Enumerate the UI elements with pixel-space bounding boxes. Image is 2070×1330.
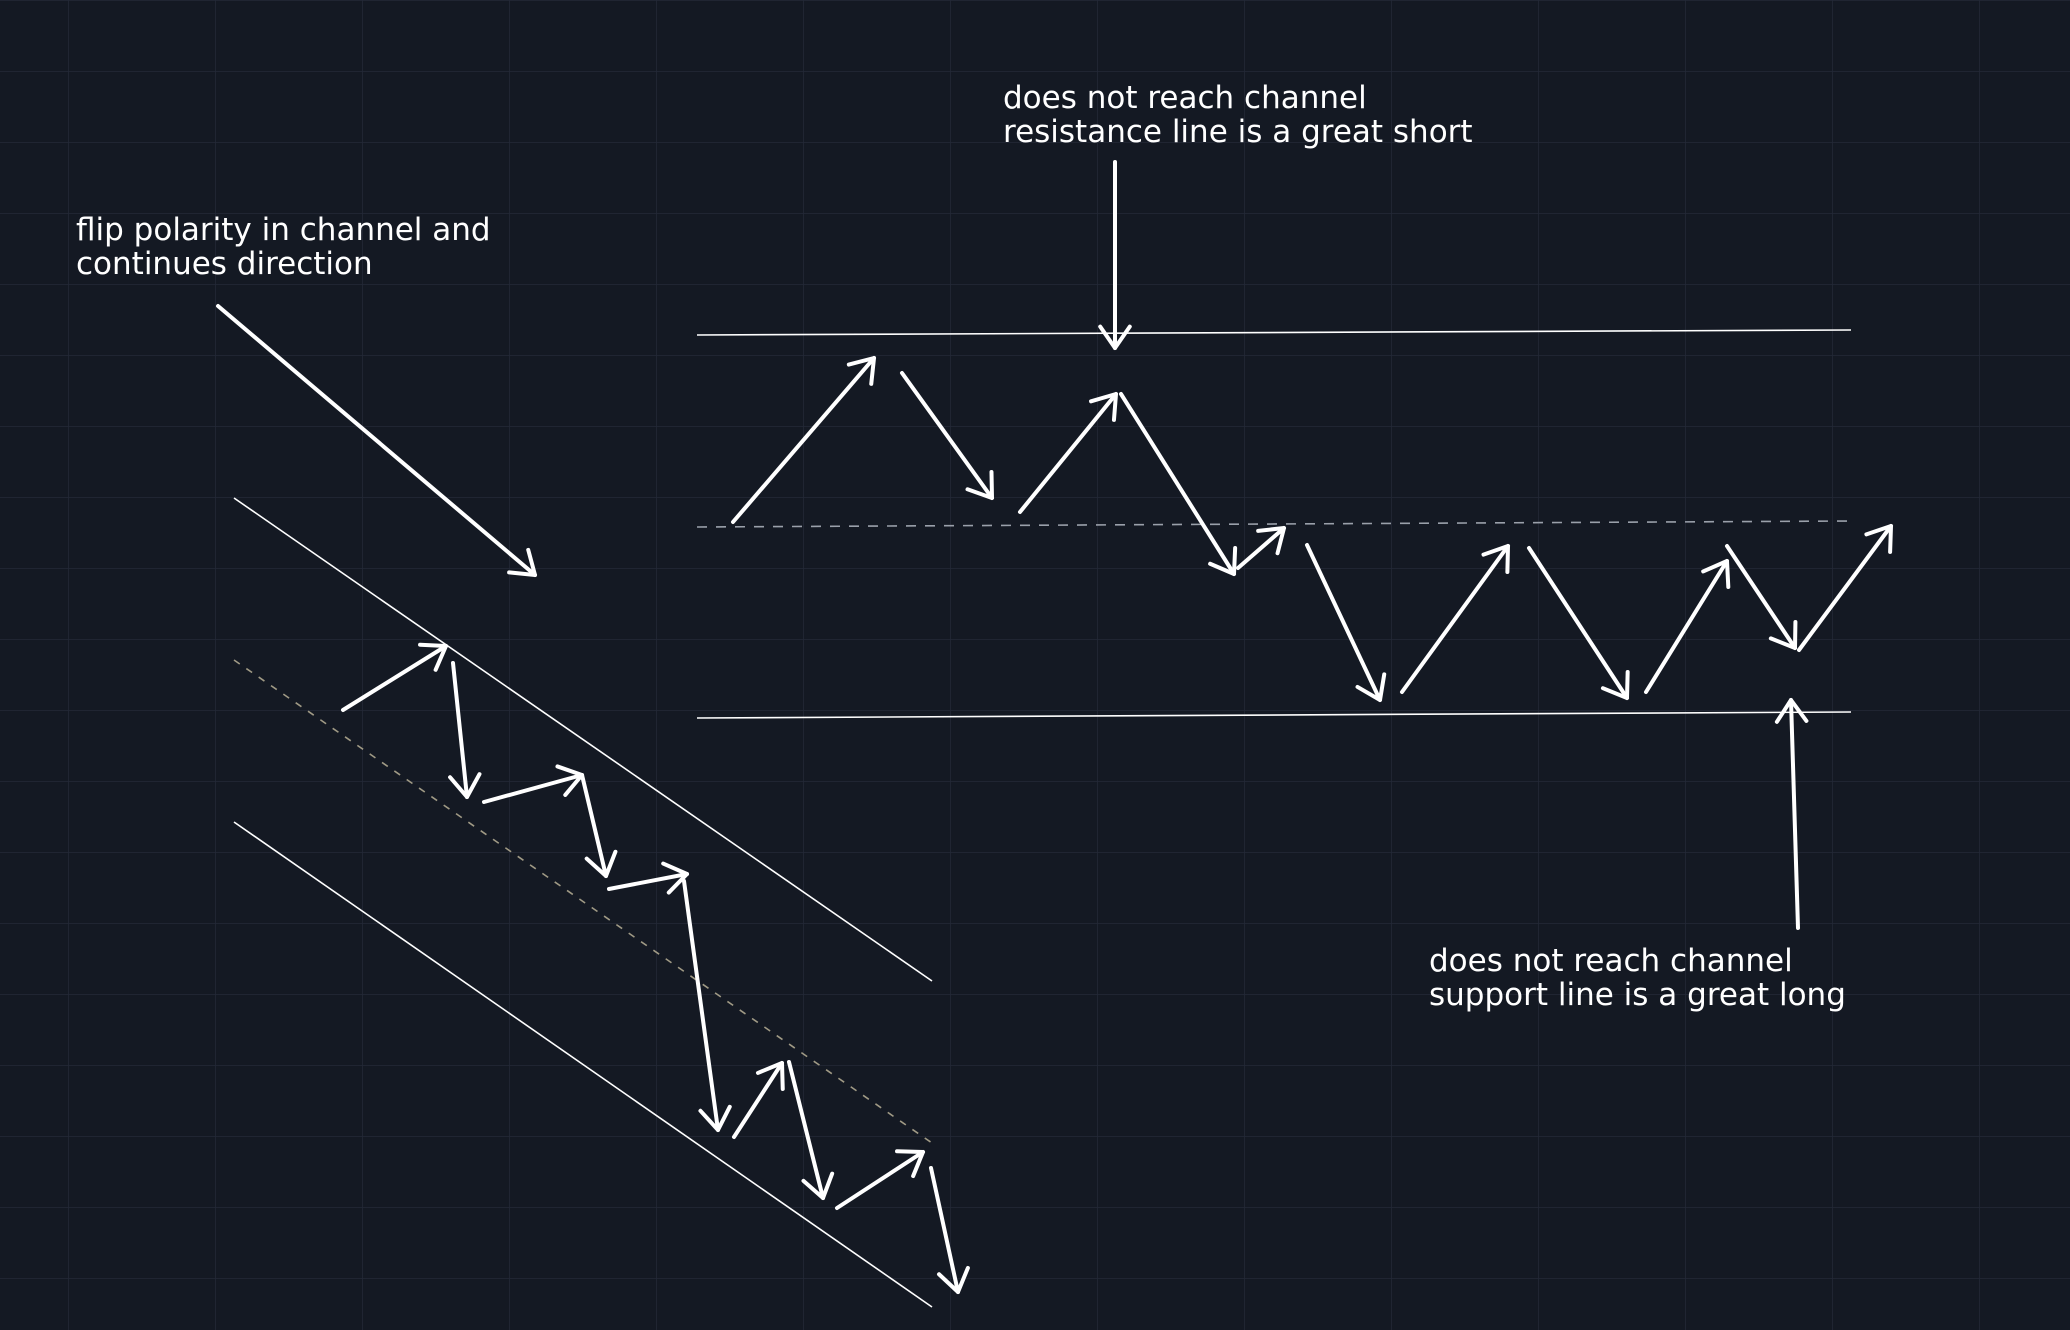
descending-down-arrow <box>929 1166 970 1294</box>
arrow-head <box>1600 670 1630 700</box>
arrow-head <box>1701 559 1731 589</box>
arrow-head <box>1355 672 1387 702</box>
arrow-head <box>1768 620 1798 650</box>
flip-polarity-note: flip polarity in channel and continues d… <box>76 213 491 281</box>
price-path-arrows <box>216 160 1893 1294</box>
descending-up-arrow <box>341 642 448 712</box>
arrow-shaft <box>1400 544 1510 694</box>
arrow-shaft <box>900 371 994 500</box>
support-pointer-arrow <box>1774 698 1809 930</box>
arrow-head <box>846 356 876 386</box>
descending-up-arrow <box>732 1061 785 1139</box>
arrow-head <box>507 547 537 577</box>
arrow-shaft <box>1119 392 1236 576</box>
arrow-shaft <box>929 1166 960 1294</box>
descending-channel-midline <box>233 659 933 1144</box>
descending-down-arrow <box>448 661 482 799</box>
arrow-head <box>1208 546 1238 576</box>
descending-down-arrow <box>580 773 618 878</box>
support-note-line1: does not reach channel <box>1429 943 1793 979</box>
arrow-head <box>1481 544 1510 574</box>
arrow-shaft <box>1797 524 1893 652</box>
arrow-shaft <box>1527 546 1629 700</box>
descending-down-arrow <box>682 879 732 1132</box>
arrow-head <box>1774 698 1809 724</box>
range-up-arrow <box>1644 559 1731 694</box>
descending-up-arrow <box>607 861 689 895</box>
arrow-head <box>755 1061 785 1091</box>
flip-polarity-note-line1: flip polarity in channel and <box>76 212 491 248</box>
range-down-arrow <box>1305 543 1387 702</box>
support-line <box>696 711 1852 719</box>
arrow-shaft <box>732 1061 784 1139</box>
arrow-shaft <box>835 1150 925 1210</box>
arrow-shaft <box>1236 526 1286 570</box>
arrow-head <box>418 642 448 672</box>
arrow-shaft <box>1305 543 1382 702</box>
range-up-arrow <box>1797 524 1893 652</box>
arrow-shaft <box>341 644 448 712</box>
arrow-shaft <box>482 773 584 804</box>
arrow-head <box>937 1265 970 1294</box>
arrow-head <box>448 772 482 799</box>
support-note: does not reach channel support line is a… <box>1429 944 1846 1012</box>
resistance-note-line2: resistance line is a great short <box>1003 114 1473 150</box>
range-down-arrow <box>1725 544 1798 650</box>
arrow-head <box>1256 526 1286 556</box>
descending-channel <box>233 497 933 1308</box>
horizontal-channel <box>696 329 1852 719</box>
arrow-shaft <box>451 661 469 799</box>
flip-polarity-pointer-arrow <box>216 304 537 577</box>
arrow-shaft <box>731 356 876 524</box>
arrow-head <box>698 1104 732 1132</box>
arrow-shaft <box>216 304 537 577</box>
range-up-arrow <box>1400 544 1510 694</box>
resistance-pointer-arrow <box>1098 160 1132 350</box>
arrow-head <box>965 470 994 500</box>
arrow-head <box>584 849 618 878</box>
arrow-head <box>1098 324 1132 350</box>
arrow-head <box>801 1171 835 1200</box>
range-up-arrow <box>731 356 876 524</box>
arrow-shaft <box>607 872 689 891</box>
descending-channel-upper-line <box>233 497 933 982</box>
horizontal-channel-midline <box>696 520 1852 528</box>
descending-down-arrow <box>787 1060 835 1200</box>
arrow-shaft <box>580 773 608 878</box>
range-up-arrow <box>1018 392 1118 514</box>
support-note-line2: support line is a great long <box>1429 977 1846 1013</box>
arrow-shaft <box>1725 544 1797 650</box>
arrow-shaft <box>787 1060 825 1200</box>
range-up-arrow <box>1236 526 1286 570</box>
range-down-arrow <box>900 371 994 500</box>
arrow-head <box>895 1149 925 1179</box>
arrow-head <box>1864 524 1893 554</box>
descending-channel-lower-line <box>233 821 933 1308</box>
descending-up-arrow <box>835 1149 925 1210</box>
arrow-shaft <box>1018 392 1118 514</box>
arrow-head <box>661 861 689 895</box>
resistance-line <box>696 329 1852 336</box>
arrow-head <box>1089 392 1118 422</box>
resistance-note: does not reach channel resistance line i… <box>1003 81 1473 149</box>
arrow-shaft <box>1644 559 1729 694</box>
range-down-arrow <box>1119 392 1238 576</box>
resistance-note-line1: does not reach channel <box>1003 80 1367 116</box>
range-down-arrow <box>1527 546 1630 700</box>
flip-polarity-note-line2: continues direction <box>76 246 373 282</box>
arrow-shaft <box>1789 698 1800 930</box>
arrow-shaft <box>682 879 720 1132</box>
